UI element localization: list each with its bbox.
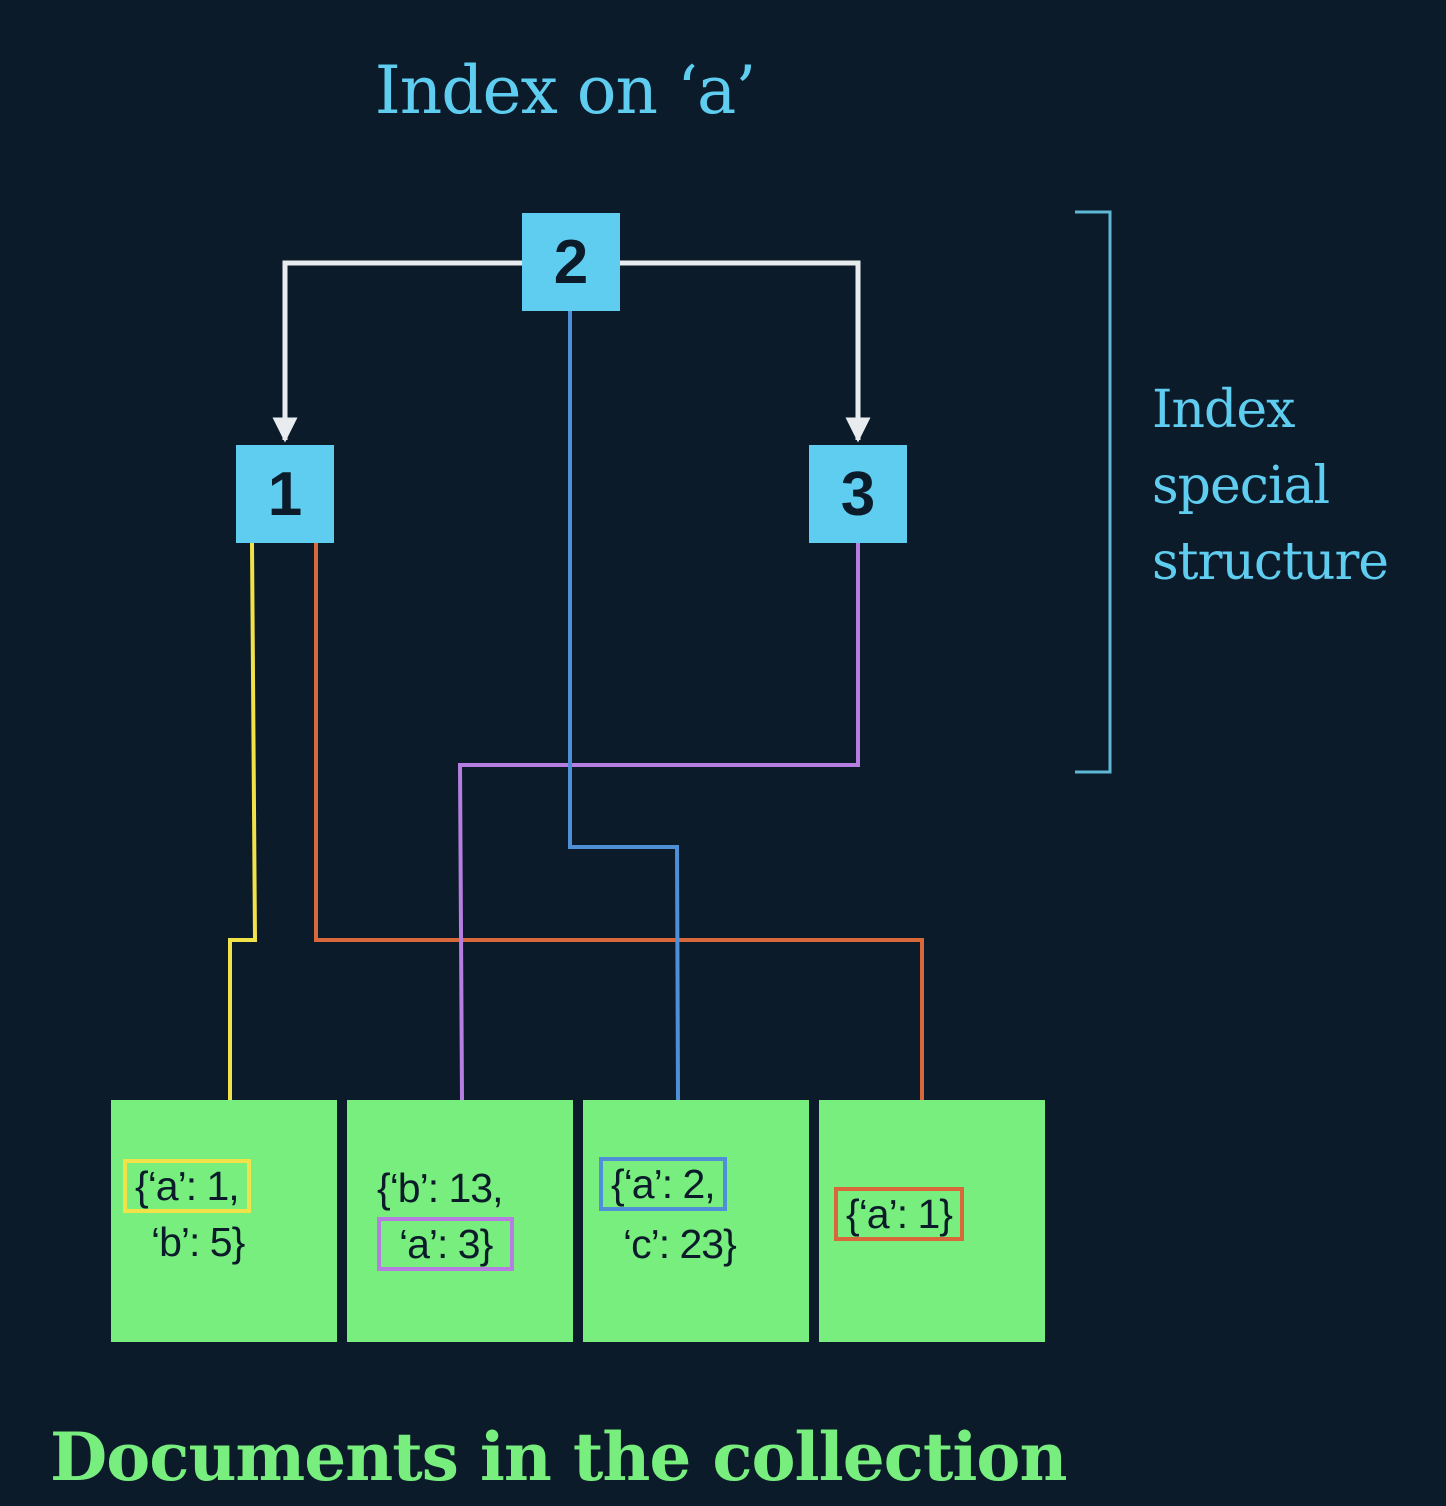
document-2: {‘b’: 13, ‘a’: 3} bbox=[347, 1100, 573, 1342]
pointer-node1-doc4 bbox=[314, 543, 924, 1100]
document-4: {‘a’: 1} bbox=[819, 1100, 1045, 1342]
edge-root-to-left bbox=[272, 260, 522, 443]
document-1-indexed-field: {‘a’: 1, bbox=[123, 1159, 251, 1213]
pointer-node3-doc2 bbox=[457, 543, 860, 1101]
edge-root-to-right bbox=[620, 260, 871, 443]
pointer-node2-doc3 bbox=[568, 310, 680, 1101]
documents-caption: Documents in the collection bbox=[50, 1418, 1067, 1496]
index-node-1: 1 bbox=[236, 445, 334, 543]
index-node-3: 3 bbox=[809, 445, 907, 543]
document-2-indexed-field: ‘a’: 3} bbox=[377, 1217, 515, 1271]
index-structure-label-line: special bbox=[1152, 456, 1330, 516]
index-structure-label-line: structure bbox=[1152, 532, 1389, 592]
index-structure-label: Index special structure bbox=[1152, 372, 1389, 600]
document-2-field: {‘b’: 13, bbox=[377, 1165, 503, 1211]
document-3: {‘a’: 2, ‘c’: 23} bbox=[583, 1100, 809, 1342]
index-structure-label-line: Index bbox=[1152, 380, 1295, 440]
index-node-2: 2 bbox=[522, 213, 620, 311]
index-structure-bracket bbox=[1075, 210, 1112, 774]
pointer-node1-doc1 bbox=[228, 542, 258, 1100]
document-3-indexed-field: {‘a’: 2, bbox=[599, 1157, 727, 1211]
document-1: {‘a’: 1, ‘b’: 5} bbox=[111, 1100, 337, 1342]
diagram-title: Index on ‘a’ bbox=[374, 52, 757, 129]
document-4-indexed-field: {‘a’: 1} bbox=[834, 1187, 964, 1241]
document-1-field: ‘b’: 5} bbox=[151, 1219, 245, 1265]
document-3-field: ‘c’: 23} bbox=[623, 1221, 737, 1267]
